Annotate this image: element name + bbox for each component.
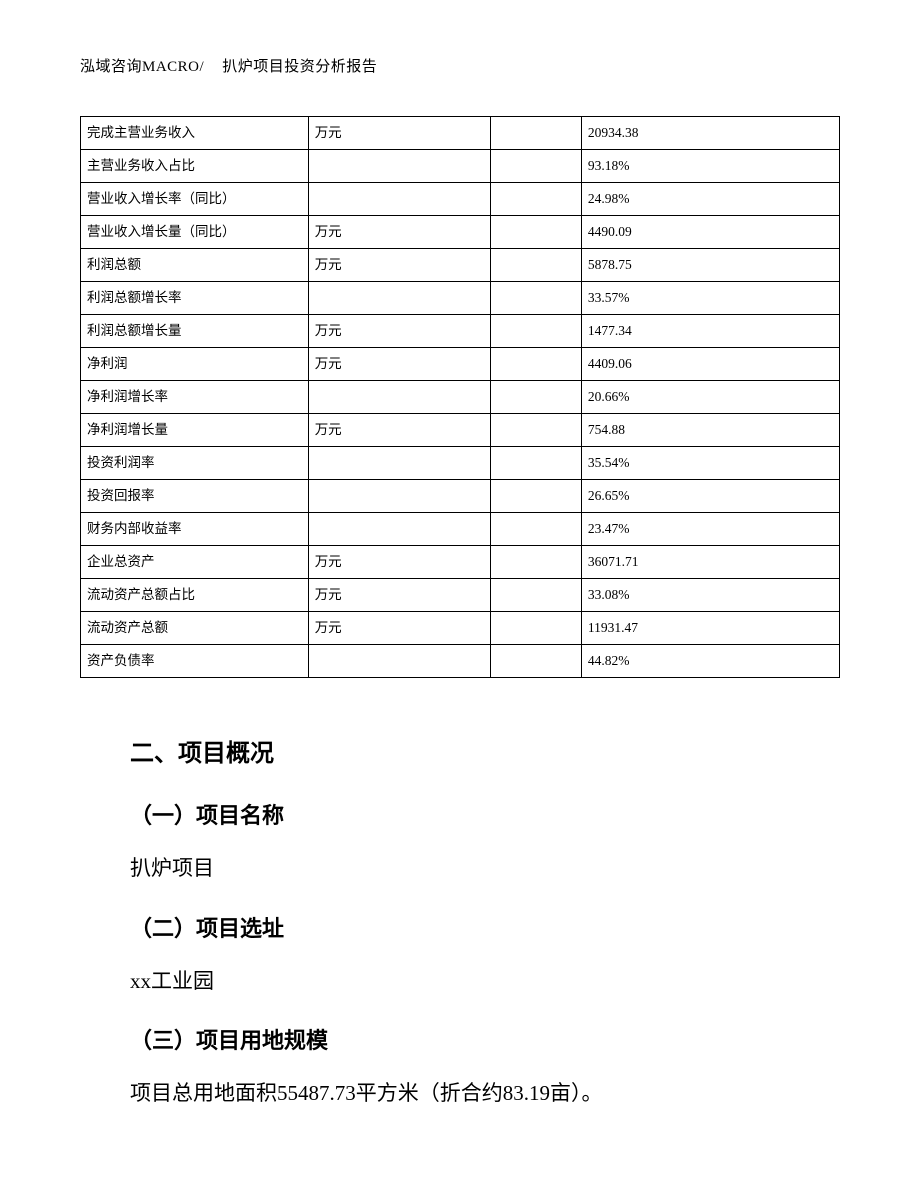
row-value: 11931.47	[581, 612, 839, 645]
row-unit	[308, 183, 490, 216]
row-label: 财务内部收益率	[81, 513, 309, 546]
row-blank	[490, 117, 581, 150]
row-label: 投资回报率	[81, 480, 309, 513]
project-land-value: 项目总用地面积55487.73平方米（折合约83.19亩）。	[130, 1077, 810, 1111]
row-blank	[490, 414, 581, 447]
table-row: 财务内部收益率 23.47%	[81, 513, 840, 546]
row-value: 93.18%	[581, 150, 839, 183]
row-blank	[490, 183, 581, 216]
row-blank	[490, 216, 581, 249]
row-unit: 万元	[308, 249, 490, 282]
section-2-title: 二、项目概况	[130, 733, 810, 768]
row-value: 1477.34	[581, 315, 839, 348]
row-unit	[308, 447, 490, 480]
row-unit	[308, 645, 490, 678]
row-blank	[490, 579, 581, 612]
row-unit	[308, 480, 490, 513]
row-label: 流动资产总额占比	[81, 579, 309, 612]
financial-table: 完成主营业务收入万元20934.38主营业务收入占比93.18%营业收入增长率（…	[80, 116, 840, 678]
row-value: 33.57%	[581, 282, 839, 315]
table-row: 净利润增长率 20.66%	[81, 381, 840, 414]
row-unit: 万元	[308, 117, 490, 150]
row-unit: 万元	[308, 414, 490, 447]
table-row: 营业收入增长率（同比） 24.98%	[81, 183, 840, 216]
table-row: 利润总额增长率 33.57%	[81, 282, 840, 315]
row-blank	[490, 447, 581, 480]
row-unit: 万元	[308, 315, 490, 348]
row-unit: 万元	[308, 348, 490, 381]
table-row: 完成主营业务收入万元 20934.38	[81, 117, 840, 150]
row-blank	[490, 315, 581, 348]
row-label: 净利润增长率	[81, 381, 309, 414]
row-unit	[308, 282, 490, 315]
row-blank	[490, 348, 581, 381]
table-row: 资产负债率 44.82%	[81, 645, 840, 678]
row-blank	[490, 645, 581, 678]
row-value: 20.66%	[581, 381, 839, 414]
row-blank	[490, 546, 581, 579]
row-label: 营业收入增长率（同比）	[81, 183, 309, 216]
table-row: 净利润万元 4409.06	[81, 348, 840, 381]
project-location-value: xx工业园	[130, 965, 810, 999]
table-row: 投资利润率 35.54%	[81, 447, 840, 480]
row-blank	[490, 150, 581, 183]
row-blank	[490, 249, 581, 282]
row-value: 35.54%	[581, 447, 839, 480]
table-row: 流动资产总额占比万元 33.08%	[81, 579, 840, 612]
row-unit	[308, 150, 490, 183]
row-unit	[308, 513, 490, 546]
row-unit: 万元	[308, 216, 490, 249]
table-row: 营业收入增长量（同比）万元 4490.09	[81, 216, 840, 249]
row-blank	[490, 513, 581, 546]
row-label: 资产负债率	[81, 645, 309, 678]
table-row: 投资回报率 26.65%	[81, 480, 840, 513]
section-2-3-title: （三）项目用地规模	[130, 1023, 810, 1055]
row-blank	[490, 480, 581, 513]
table-row: 利润总额增长量万元 1477.34	[81, 315, 840, 348]
row-value: 4409.06	[581, 348, 839, 381]
table-row: 利润总额万元 5878.75	[81, 249, 840, 282]
row-value: 4490.09	[581, 216, 839, 249]
row-label: 利润总额	[81, 249, 309, 282]
project-name-value: 扒炉项目	[130, 852, 810, 886]
table-row: 流动资产总额万元 11931.47	[81, 612, 840, 645]
table-row: 企业总资产万元 36071.71	[81, 546, 840, 579]
row-label: 营业收入增长量（同比）	[81, 216, 309, 249]
row-value: 33.08%	[581, 579, 839, 612]
header-doc-title: 扒炉项目投资分析报告	[222, 59, 377, 75]
row-label: 投资利润率	[81, 447, 309, 480]
row-value: 5878.75	[581, 249, 839, 282]
row-value: 26.65%	[581, 480, 839, 513]
row-value: 23.47%	[581, 513, 839, 546]
section-2-1-title: （一）项目名称	[130, 798, 810, 830]
row-label: 净利润增长量	[81, 414, 309, 447]
table-row: 净利润增长量万元 754.88	[81, 414, 840, 447]
row-unit: 万元	[308, 546, 490, 579]
row-label: 净利润	[81, 348, 309, 381]
row-label: 利润总额增长率	[81, 282, 309, 315]
table-row: 主营业务收入占比 93.18%	[81, 150, 840, 183]
page-header: 泓域咨询MACRO/扒炉项目投资分析报告	[80, 55, 840, 76]
row-label: 完成主营业务收入	[81, 117, 309, 150]
row-blank	[490, 381, 581, 414]
row-value: 754.88	[581, 414, 839, 447]
header-company: 泓域咨询MACRO/	[80, 59, 204, 75]
row-unit: 万元	[308, 612, 490, 645]
row-label: 利润总额增长量	[81, 315, 309, 348]
section-2-2-title: （二）项目选址	[130, 911, 810, 943]
row-blank	[490, 282, 581, 315]
row-label: 企业总资产	[81, 546, 309, 579]
row-label: 主营业务收入占比	[81, 150, 309, 183]
row-value: 36071.71	[581, 546, 839, 579]
row-unit: 万元	[308, 579, 490, 612]
row-value: 44.82%	[581, 645, 839, 678]
row-blank	[490, 612, 581, 645]
row-label: 流动资产总额	[81, 612, 309, 645]
row-value: 24.98%	[581, 183, 839, 216]
row-unit	[308, 381, 490, 414]
row-value: 20934.38	[581, 117, 839, 150]
